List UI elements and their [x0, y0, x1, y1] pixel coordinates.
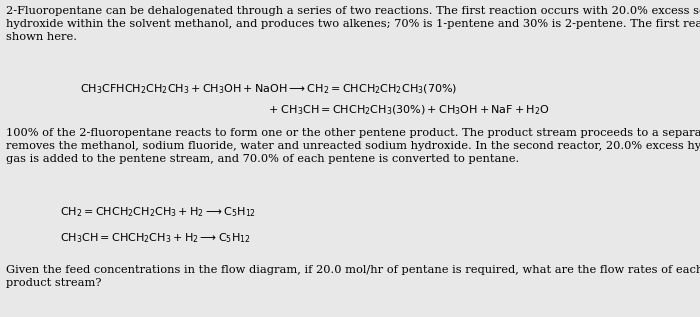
- Text: $\mathrm{CH_3CFHCH_2CH_2CH_3 + CH_3OH + NaOH \longrightarrow CH_2 = CHCH_2CH_2CH: $\mathrm{CH_3CFHCH_2CH_2CH_3 + CH_3OH + …: [80, 82, 457, 96]
- Text: 2-Fluoropentane can be dehalogenated through a series of two reactions. The firs: 2-Fluoropentane can be dehalogenated thr…: [6, 6, 700, 42]
- Text: $\mathrm{CH_2 = CHCH_2CH_2CH_3 + H_2 \longrightarrow C_5H_{12}}$: $\mathrm{CH_2 = CHCH_2CH_2CH_3 + H_2 \lo…: [60, 205, 256, 219]
- Text: $\mathrm{CH_3CH = CHCH_2CH_3 + H_2 \longrightarrow C_5H_{12}}$: $\mathrm{CH_3CH = CHCH_2CH_3 + H_2 \long…: [60, 231, 251, 245]
- Text: Given the feed concentrations in the flow diagram, if 20.0 mol/hr of pentane is : Given the feed concentrations in the flo…: [6, 265, 700, 288]
- Text: $\mathrm{+ \ CH_3CH = CHCH_2CH_3(30\%) + CH_3OH + NaF + H_2O}$: $\mathrm{+ \ CH_3CH = CHCH_2CH_3(30\%) +…: [268, 103, 550, 117]
- Text: 100% of the 2-fluoropentane reacts to form one or the other pentene product. The: 100% of the 2-fluoropentane reacts to fo…: [6, 128, 700, 164]
